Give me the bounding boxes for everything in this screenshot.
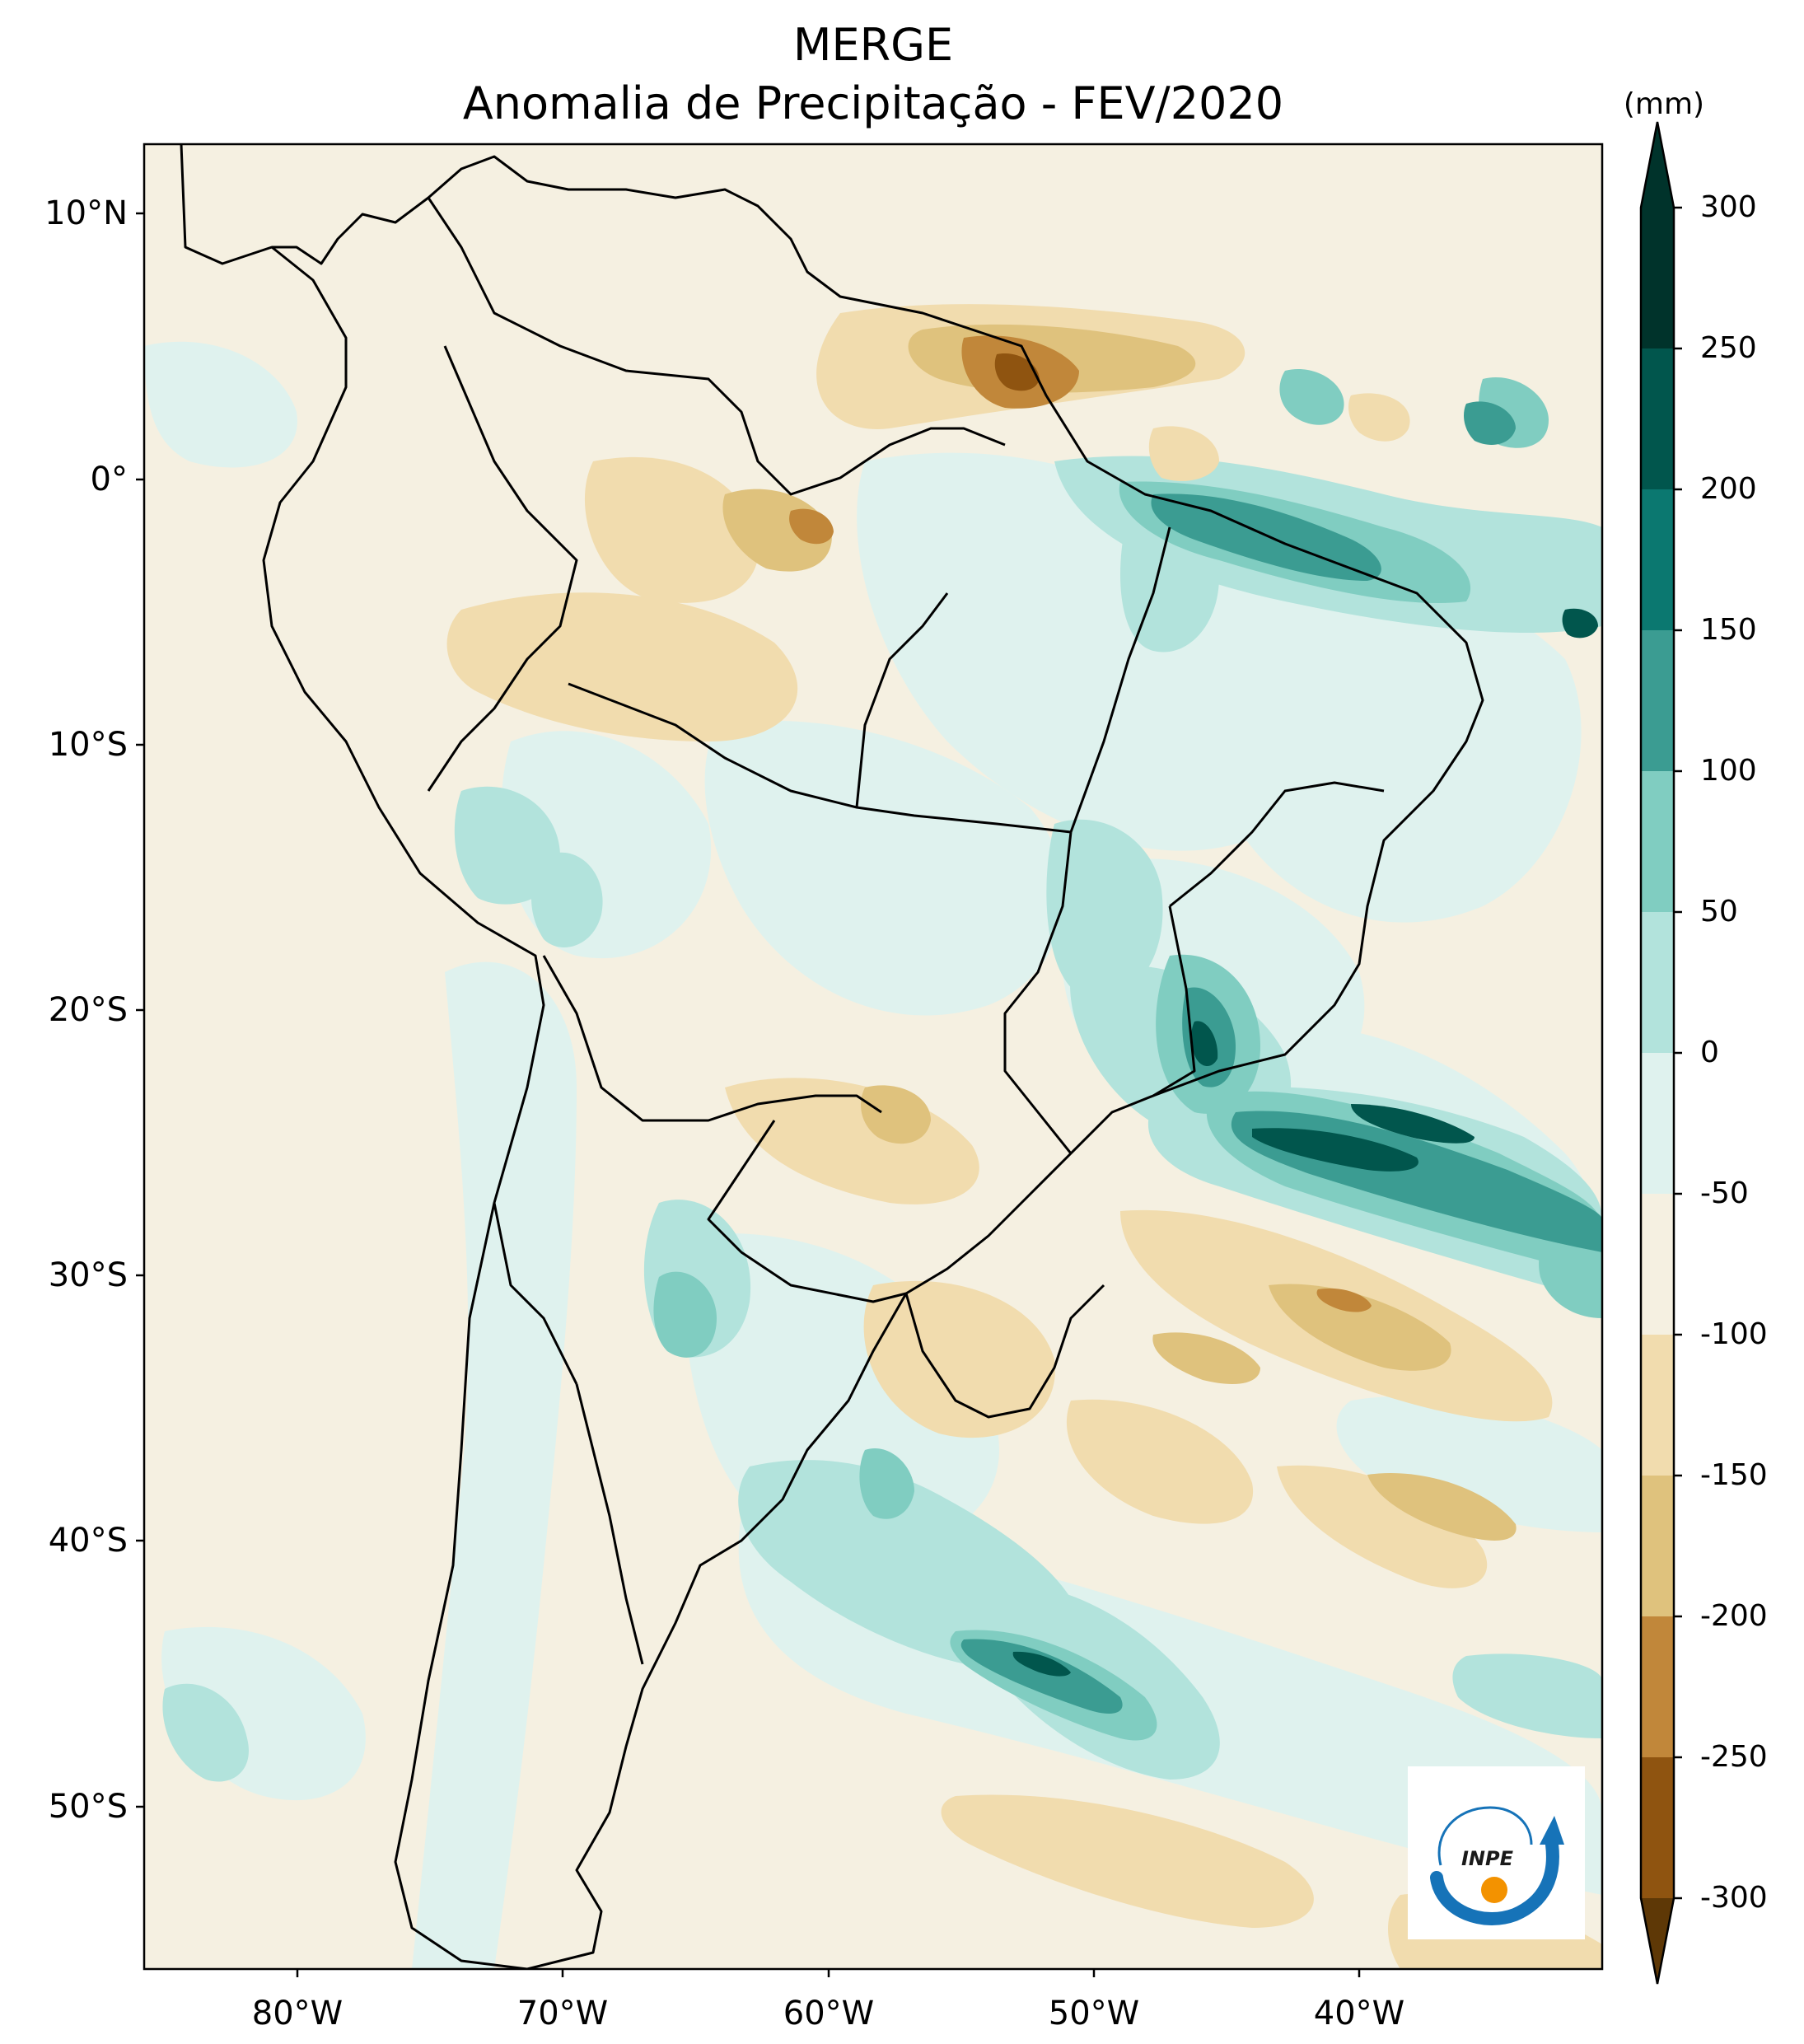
lat-label-50s: 50°S xyxy=(48,1788,128,1826)
inpe-logo: INPE xyxy=(1408,1766,1585,1939)
precipitation-anomaly-field xyxy=(144,144,1602,1969)
colorbar-tick-label: 100 xyxy=(1700,754,1757,788)
colorbar-bin xyxy=(1641,208,1674,348)
anomaly-above-200 xyxy=(1012,608,1598,1677)
colorbar-tick-label: 200 xyxy=(1700,472,1757,506)
colorbar-tick-label: -300 xyxy=(1700,1881,1768,1915)
colorbar-extend-top xyxy=(1641,122,1674,208)
anomaly-below-200 xyxy=(994,353,1040,391)
map-subtitle: Anomalia de Precipitação - FEV/2020 xyxy=(462,77,1284,129)
colorbar-tick-label: 0 xyxy=(1700,1036,1719,1069)
inpe-logo-text: INPE xyxy=(1461,1847,1514,1870)
colorbar-bin xyxy=(1641,1476,1674,1616)
lon-label-60w: 60°W xyxy=(783,1995,875,2032)
colorbar-bin xyxy=(1641,489,1674,630)
lon-ticks xyxy=(296,1969,1361,1977)
colorbar-tick-label: -250 xyxy=(1700,1740,1768,1774)
lat-ticks xyxy=(136,212,144,1808)
lon-label-70w: 70°W xyxy=(516,1995,609,2032)
lat-label-0: 0° xyxy=(90,461,128,498)
colorbar-tick-label: -100 xyxy=(1700,1317,1768,1351)
lon-label-40w: 40°W xyxy=(1313,1995,1405,2032)
lat-label-40s: 40°S xyxy=(48,1522,128,1560)
map-title: MERGE xyxy=(792,19,954,71)
colorbar-tick-label: 250 xyxy=(1700,331,1757,365)
lat-label-10s: 10°S xyxy=(48,726,128,764)
lat-label-30s: 30°S xyxy=(48,1256,128,1294)
colorbar-tick-label: 300 xyxy=(1700,190,1757,224)
colorbar-tick-label: 50 xyxy=(1700,895,1738,928)
colorbar-tick-label: -150 xyxy=(1700,1458,1768,1492)
country-boundaries xyxy=(180,144,1484,1969)
colorbar-bin xyxy=(1641,1194,1674,1335)
colorbar xyxy=(1639,121,1682,1985)
map-frame xyxy=(143,143,1604,1971)
colorbar-bin xyxy=(1641,1335,1674,1476)
colorbar-extend-bottom xyxy=(1641,1898,1674,1984)
inpe-logo-graphic: INPE xyxy=(1430,1806,1564,1925)
colorbar-tick-label: -200 xyxy=(1700,1599,1768,1633)
colorbar-bin xyxy=(1641,1616,1674,1757)
colorbar-tick-label: 150 xyxy=(1700,613,1757,647)
colorbar-bin xyxy=(1641,912,1674,1053)
colorbar-bin xyxy=(1641,771,1674,912)
colorbar-tick-label: -50 xyxy=(1700,1176,1749,1210)
colorbar-bin xyxy=(1641,1757,1674,1898)
lon-label-50w: 50°W xyxy=(1048,1995,1140,2032)
colorbar-bin xyxy=(1641,1053,1674,1194)
colorbar-bin xyxy=(1641,348,1674,489)
colorbar-bin xyxy=(1641,630,1674,771)
lat-label-20s: 20°S xyxy=(48,991,128,1029)
lon-label-80w: 80°W xyxy=(251,1995,344,2032)
colorbar-unit: (mm) xyxy=(1623,87,1705,121)
lat-label-10n: 10°N xyxy=(44,194,128,232)
